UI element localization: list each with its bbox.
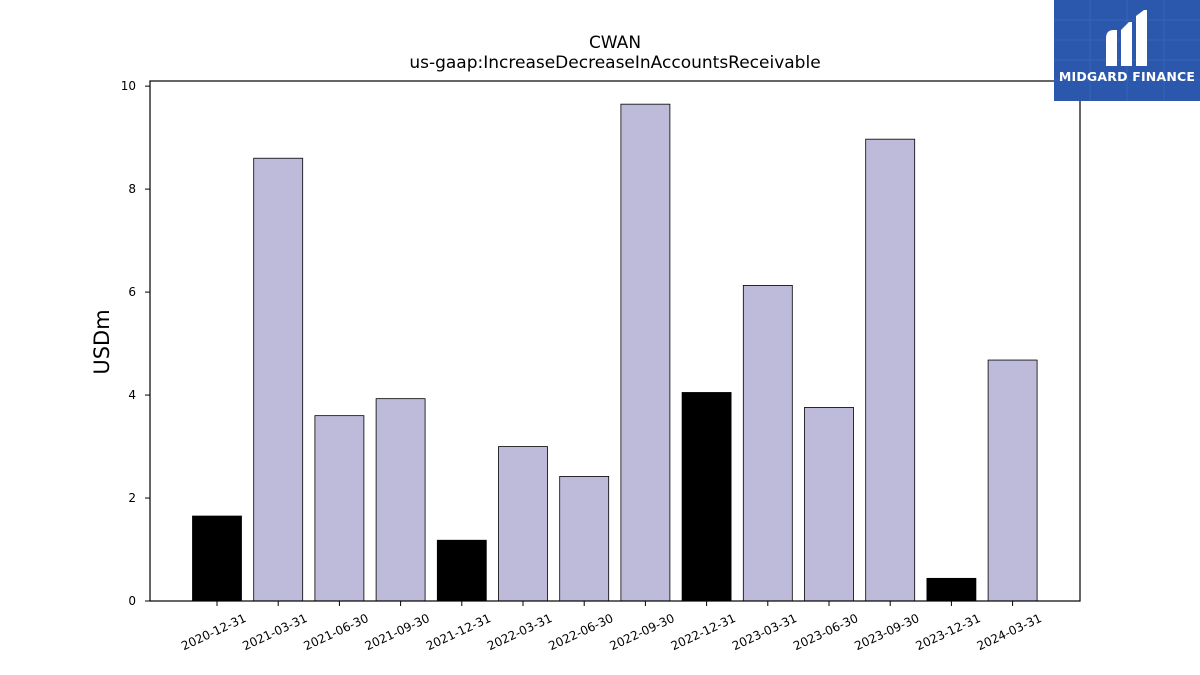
x-tick-label: 2022-12-31 (669, 611, 738, 653)
bar-2021-03-31 (253, 157, 304, 602)
y-tick-label: 6 (128, 285, 136, 299)
x-tick-label: 2022-03-31 (485, 611, 554, 653)
x-tick-label: 2021-03-31 (240, 611, 309, 653)
x-tick-label: 2020-12-31 (179, 611, 248, 653)
x-tick-label: 2023-12-31 (914, 611, 983, 653)
bars-group (192, 103, 1038, 602)
bar-2024-03-31 (987, 359, 1038, 602)
bar-2021-09-30 (375, 398, 426, 602)
bar-2021-06-30 (314, 415, 365, 602)
bar-2023-06-30 (804, 407, 854, 602)
y-tick-label: 8 (128, 182, 136, 196)
y-tick-label: 4 (128, 388, 136, 402)
bar-2022-12-31 (681, 392, 732, 602)
chart-subtitle: us-gaap:IncreaseDecreaseInAccountsReceiv… (409, 53, 820, 73)
x-axis-ticks: 2020-12-312021-03-312021-06-302021-09-30… (179, 601, 1044, 653)
y-axis-label: USDm (90, 309, 114, 374)
bar-2022-03-31 (498, 446, 548, 602)
chart-title: CWAN (589, 33, 641, 53)
midgard-m-icon (1054, 0, 1200, 101)
x-tick-label: 2022-09-30 (608, 611, 677, 653)
plot-frame (149, 80, 1081, 602)
bar-2023-12-31 (926, 577, 977, 602)
bar-2023-03-31 (742, 284, 793, 602)
y-tick-label: 10 (121, 79, 136, 93)
x-tick-label: 2023-06-30 (791, 611, 860, 653)
bar-2022-09-30 (620, 103, 671, 602)
x-tick-label: 2021-06-30 (302, 611, 371, 653)
bar-2020-12-31 (192, 515, 242, 602)
brand-logo: MIDGARD FINANCE (1054, 0, 1200, 101)
x-tick-label: 2024-03-31 (975, 611, 1044, 653)
x-tick-label: 2021-12-31 (424, 611, 493, 653)
logo-text: MIDGARD FINANCE (1058, 69, 1196, 84)
x-tick-label: 2023-09-30 (852, 611, 921, 653)
bar-2021-12-31 (436, 539, 487, 602)
x-tick-label: 2023-03-31 (730, 611, 799, 653)
y-tick-label: 0 (128, 594, 136, 608)
y-axis-ticks: 0 2 4 6 8 10 (121, 79, 150, 608)
bar-2023-09-30 (865, 138, 916, 602)
y-tick-label: 2 (128, 491, 136, 505)
x-tick-label: 2021-09-30 (363, 611, 432, 653)
x-tick-label: 2022-06-30 (546, 611, 615, 653)
bar-2022-06-30 (559, 476, 610, 602)
